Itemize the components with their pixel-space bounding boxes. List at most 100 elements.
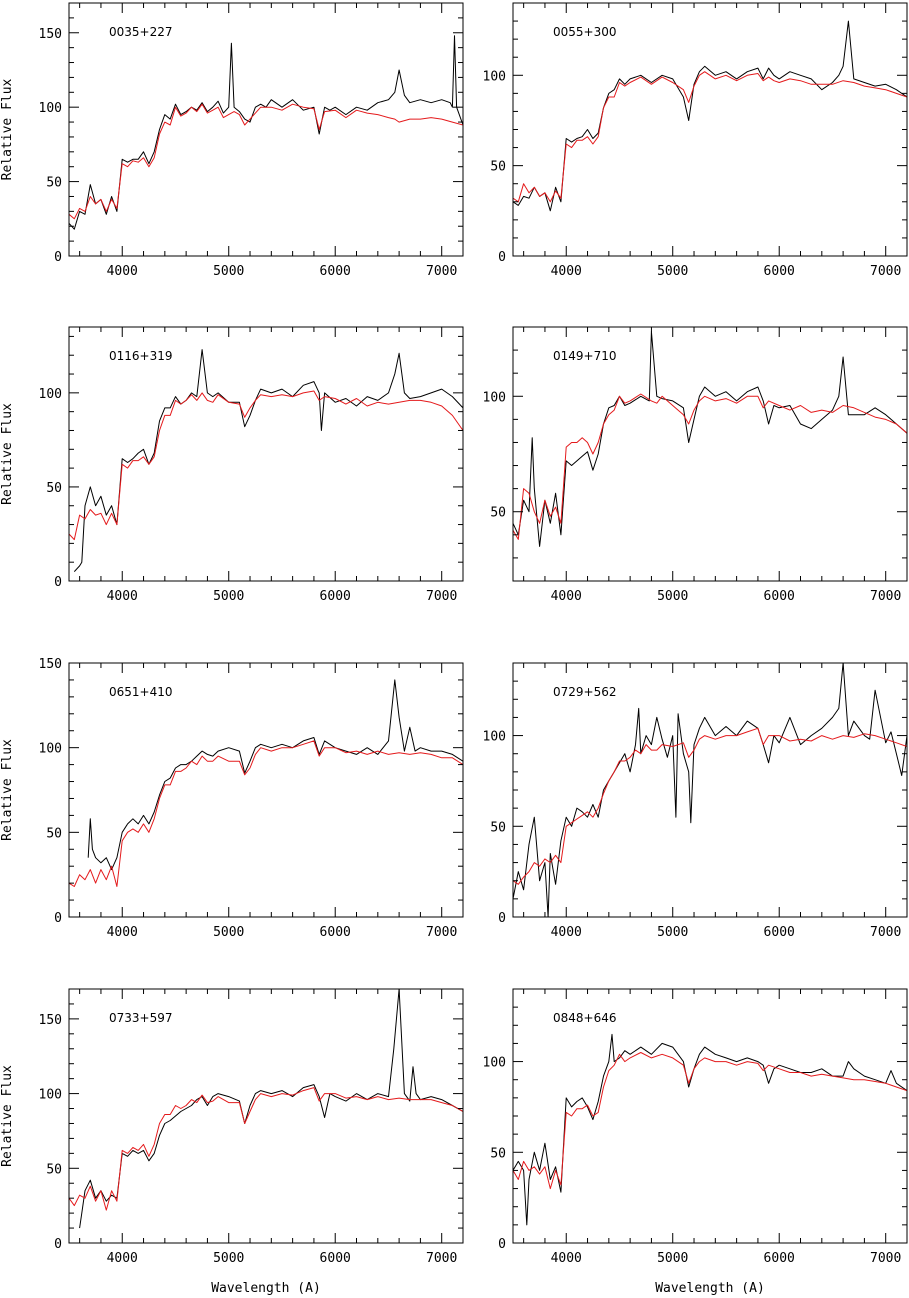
x-tick-label: 4000 (551, 589, 582, 604)
model-spectrum-line (69, 1087, 463, 1211)
y-tick-label: 100 (483, 69, 506, 84)
panel-0729+562: 4000 5000 6000 7000 0 50 100 0729+562 (483, 662, 908, 940)
x-tick-label: 7000 (426, 925, 457, 940)
x-tick-label: 5000 (657, 1251, 688, 1266)
y-tick-label: 100 (483, 390, 506, 405)
y-tick-label: 100 (483, 730, 506, 745)
y-tick-label: 100 (483, 1056, 506, 1071)
observed-spectrum-line (513, 663, 907, 917)
x-axis-title: Wavelength (A) (211, 1281, 321, 1296)
plot-frame (512, 2, 908, 257)
observed-spectrum-line (513, 1033, 907, 1226)
x-axis-title: Wavelength (A) (655, 1281, 765, 1296)
x-tick-label: 6000 (764, 1251, 795, 1266)
model-spectrum-line (69, 103, 463, 220)
panel-object-label: 0848+646 (553, 1011, 617, 1025)
panel-object-label: 0651+410 (109, 685, 173, 699)
x-tick-label: 7000 (870, 264, 901, 279)
y-tick-label: 0 (54, 911, 62, 926)
x-tick-label: 6000 (320, 1251, 351, 1266)
x-tick-label: 7000 (426, 264, 457, 279)
x-tick-label: 4000 (551, 1251, 582, 1266)
y-tick-label: 150 (39, 1013, 62, 1028)
panel-0055+300: 4000 5000 6000 7000 0 50 100 0055+300 (483, 2, 908, 279)
panel-0149+710: 4000 5000 6000 7000 50 100 0149+710 (483, 326, 908, 604)
y-tick-label: 150 (39, 27, 62, 42)
y-tick-label: 0 (54, 575, 62, 590)
y-tick-label: 0 (54, 250, 62, 265)
y-tick-label: 0 (498, 1237, 506, 1252)
model-spectrum-line (513, 393, 907, 540)
x-tick-label: 5000 (213, 264, 244, 279)
y-axis-title: Relative Flux (0, 403, 15, 505)
y-tick-label: 50 (490, 1146, 506, 1161)
x-tick-label: 5000 (213, 589, 244, 604)
x-tick-label: 6000 (320, 925, 351, 940)
x-tick-label: 6000 (764, 925, 795, 940)
x-tick-label: 4000 (107, 1251, 138, 1266)
panel-object-label: 0733+597 (109, 1011, 173, 1025)
y-tick-label: 100 (39, 742, 62, 757)
panel-object-label: 0729+562 (553, 685, 617, 699)
y-tick-label: 100 (39, 387, 62, 402)
y-tick-label: 50 (490, 820, 506, 835)
y-tick-label: 0 (498, 250, 506, 265)
y-tick-label: 50 (46, 176, 62, 191)
model-spectrum-line (513, 1052, 907, 1190)
y-tick-label: 0 (498, 911, 506, 926)
plot-frame (68, 326, 464, 582)
x-tick-label: 4000 (551, 264, 582, 279)
panel-0848+646: 4000 5000 6000 7000 0 50 100 0848+646 Wavelength… (483, 988, 908, 1296)
panel-object-label: 0116+319 (109, 349, 173, 363)
plot-frame (68, 662, 464, 918)
observed-spectrum-line (513, 20, 907, 212)
model-spectrum-line (513, 71, 907, 203)
panel-object-label: 0035+227 (109, 25, 173, 39)
x-tick-label: 5000 (213, 925, 244, 940)
y-tick-label: 0 (54, 1237, 62, 1252)
x-tick-label: 4000 (107, 264, 138, 279)
y-tick-label: 100 (39, 101, 62, 116)
x-tick-label: 5000 (657, 925, 688, 940)
panel-object-label: 0055+300 (553, 25, 617, 39)
x-tick-label: 7000 (870, 1251, 901, 1266)
x-tick-label: 5000 (657, 264, 688, 279)
plot-frame (512, 662, 908, 918)
x-tick-label: 7000 (426, 589, 457, 604)
x-tick-label: 4000 (107, 925, 138, 940)
y-axis-title: Relative Flux (0, 739, 15, 841)
x-tick-label: 5000 (657, 589, 688, 604)
plot-frame (68, 2, 464, 257)
y-tick-label: 50 (46, 481, 62, 496)
plot-frame (512, 326, 908, 582)
observed-spectrum-line (513, 331, 907, 547)
observed-spectrum-line (87, 679, 463, 871)
x-tick-label: 6000 (320, 264, 351, 279)
model-spectrum-line (69, 740, 463, 887)
y-tick-label: 50 (490, 160, 506, 175)
y-tick-label: 150 (39, 657, 62, 672)
x-tick-label: 6000 (320, 589, 351, 604)
y-tick-label: 100 (39, 1088, 62, 1103)
model-spectrum-line (69, 390, 463, 541)
x-tick-label: 5000 (213, 1251, 244, 1266)
observed-spectrum-line (69, 35, 463, 230)
y-tick-label: 50 (46, 1162, 62, 1177)
panel-0651+410: 4000 5000 6000 7000 0 50 100 150 0651+410 Relativ… (0, 657, 464, 940)
y-tick-label: 50 (46, 826, 62, 841)
x-tick-label: 7000 (870, 925, 901, 940)
y-axis-title: Relative Flux (0, 1065, 15, 1167)
x-tick-label: 4000 (107, 589, 138, 604)
panel-0116+319: 4000 5000 6000 7000 0 50 100 0116+319 Relative F… (0, 326, 464, 604)
plot-frame (68, 988, 464, 1244)
x-tick-label: 7000 (426, 1251, 457, 1266)
x-tick-label: 6000 (764, 264, 795, 279)
y-axis-title: Relative Flux (0, 78, 15, 180)
panel-0035+227: 4000 5000 6000 7000 0 50 100 150 0035+227 Relativ… (0, 2, 464, 279)
x-tick-label: 4000 (551, 925, 582, 940)
panel-object-label: 0149+710 (553, 349, 617, 363)
x-tick-label: 7000 (870, 589, 901, 604)
x-tick-label: 6000 (764, 589, 795, 604)
panel-0733+597: 4000 5000 6000 7000 0 50 100 150 0733+597 Relativ… (0, 988, 464, 1296)
